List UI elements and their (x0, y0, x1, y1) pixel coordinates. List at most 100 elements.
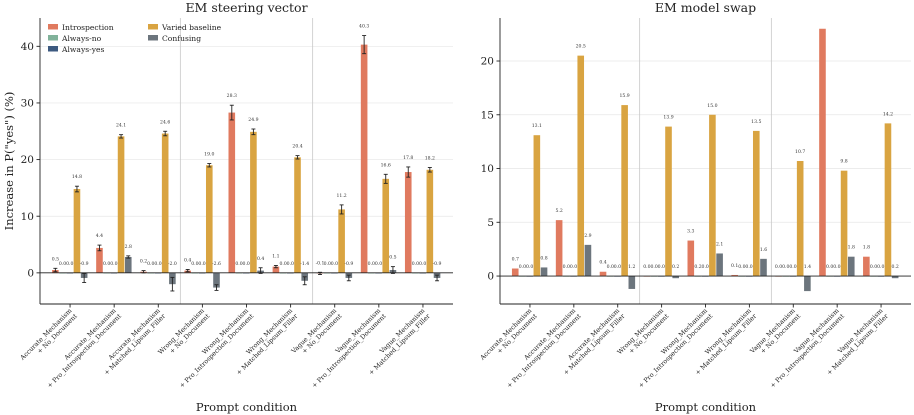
bar-varied-baseline (533, 135, 541, 277)
data-label: 1.1 (272, 253, 279, 259)
bar-introspection (731, 274, 738, 277)
data-label: 0.0 (324, 261, 331, 267)
data-label: 0.0 (826, 264, 833, 270)
bar-introspection (228, 112, 236, 273)
x-tick-label: Accurate_Mechanism+ Pro_Introspection_Do… (505, 307, 583, 390)
x-tick-label-line-1: Vague_Mechanism (835, 307, 884, 356)
data-label: 0.0 (702, 264, 709, 270)
bar-confusing (804, 276, 811, 292)
bar-varied-baseline (840, 170, 848, 277)
bar-introspection (360, 44, 368, 273)
data-label: 0.4 (184, 257, 191, 263)
bar-varied-baseline (294, 157, 301, 273)
data-label: 0.0 (563, 264, 570, 270)
x-tick-label: Vague_Mechanism+ No_Document (289, 307, 344, 356)
x-tick-label-line-1: Wrong_Mechanism (659, 307, 708, 356)
bar-varied-baseline (382, 178, 390, 273)
bar-confusing (540, 267, 548, 277)
bar-varied-baseline (796, 161, 804, 277)
x-tick-label: Vague_Mechanism+ Pro_Introspection_Docum… (310, 307, 388, 390)
bar-introspection (687, 240, 695, 277)
data-label: 0.0 (607, 264, 614, 270)
data-label: 2.9 (584, 233, 591, 239)
y-tick-label: 30 (21, 98, 34, 110)
data-label: 0.0 (279, 261, 286, 267)
panel-em-steering-vector: 0.54.40.2 0.428.31.1-0.140.317.80.0 0.0 0.0… (2, 0, 453, 414)
data-label: 0.4 (599, 260, 606, 266)
x-tick-label-line-1: Wrong_Mechanism (200, 307, 249, 356)
data-label: 13.5 (751, 119, 761, 125)
data-label: 0.0 (782, 264, 789, 270)
bar-introspection (404, 172, 412, 273)
data-label: 0.5 (52, 256, 59, 262)
data-label: 1.6 (760, 247, 767, 253)
data-label: 18.2 (425, 156, 435, 162)
data-label: 0.0 (110, 261, 117, 267)
data-label: 0.0 (412, 261, 419, 267)
bar-confusing (628, 276, 636, 289)
data-label: 1.8 (863, 245, 870, 251)
legend-swatch (48, 24, 58, 30)
bar-introspection (96, 247, 103, 273)
legend-swatch (48, 46, 58, 52)
data-label: -0.9 (344, 261, 353, 267)
data-label: 1.8 (848, 245, 855, 251)
data-label: -0.9 (80, 261, 89, 267)
bar-confusing (760, 258, 767, 277)
data-label: 24.1 (116, 123, 126, 129)
data-label: 40.3 (359, 24, 369, 30)
legend-swatch (148, 35, 158, 41)
data-label: 0.0 (526, 264, 533, 270)
data-label: 0.0 (243, 261, 250, 267)
data-label: 15.9 (620, 93, 630, 99)
bar-varied-baseline (709, 114, 716, 277)
legend: Introspection Always-no Always-yes Varied b… (48, 23, 222, 54)
bar-introspection (863, 256, 870, 277)
data-label: 2.1 (716, 241, 723, 247)
y-tick-label: 0 (27, 267, 34, 279)
data-label: 28.3 (227, 93, 237, 99)
data-label: 3.3 (687, 229, 694, 235)
x-tick-label-line-1: Wrong_Mechanism (616, 307, 665, 356)
data-label: 0.0 (789, 264, 796, 270)
data-label: 0.2 (672, 264, 679, 270)
data-label: -2.0 (168, 261, 177, 267)
legend-swatch (48, 35, 58, 41)
x-tick-label-line-1: Vague_Mechanism (377, 307, 426, 356)
data-label: 14.2 (883, 111, 893, 117)
bar-confusing (124, 256, 132, 273)
y-tick-label: 10 (481, 163, 494, 175)
data-label: 0.8 (540, 255, 547, 261)
data-label: 20.4 (292, 144, 302, 150)
bar-varied-baseline (665, 126, 672, 277)
y-tick-label: 20 (21, 154, 34, 166)
data-label: 0.0 (154, 261, 161, 267)
data-label: 2.8 (125, 244, 132, 250)
data-label: 0.0 (870, 264, 877, 270)
data-label: 0.7 (512, 257, 519, 263)
data-label: 0.2 (694, 264, 701, 270)
data-label: 1.4 (804, 264, 811, 270)
x-axis-title: Prompt condition (655, 400, 757, 414)
data-label: 24.9 (248, 117, 258, 123)
data-label: 15.0 (707, 103, 717, 109)
data-label: 0.0 (775, 264, 782, 270)
data-label: 0.0 (738, 264, 745, 270)
bar-confusing (584, 244, 592, 277)
data-label: 16.6 (381, 162, 391, 168)
x-tick-label-line-1: Wrong_Mechanism (703, 307, 752, 356)
data-label: 20.5 (576, 44, 586, 50)
bar-confusing (213, 272, 220, 288)
x-tick-label-line-1: Vague_Mechanism (333, 307, 382, 356)
bar-introspection (555, 220, 563, 277)
chart-title: EM model swap (655, 0, 756, 15)
data-label: 0.0 (643, 264, 650, 270)
legend-label: Always-no (61, 34, 102, 43)
legend-label: Confusing (162, 34, 201, 43)
data-label: -1.4 (300, 261, 309, 267)
x-tick-label-line-1: Wrong_Mechanism (245, 307, 294, 356)
data-label: 19.0 (204, 152, 214, 158)
data-label: 4.4 (96, 233, 103, 239)
y-tick-label: 5 (487, 217, 494, 229)
chart-title: EM steering vector (185, 0, 307, 15)
